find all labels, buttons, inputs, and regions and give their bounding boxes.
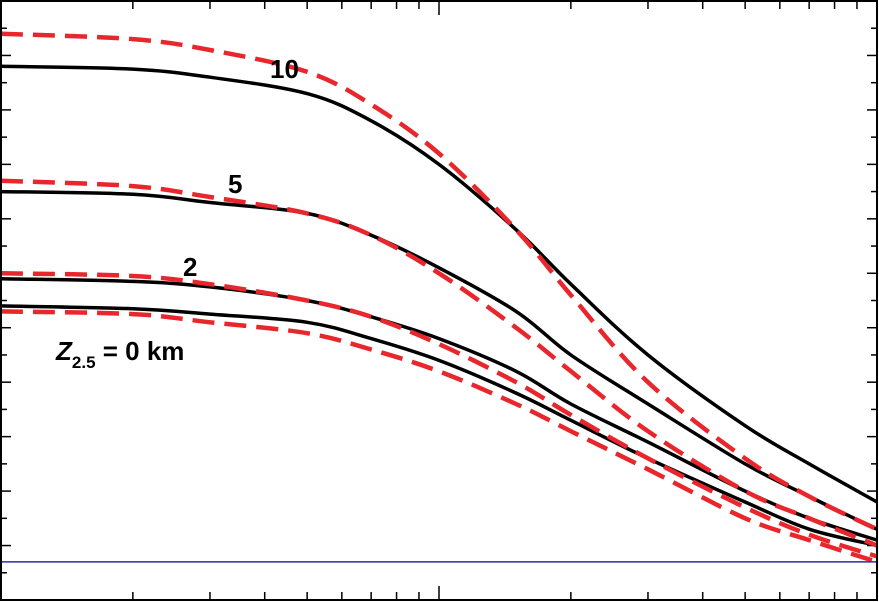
curve-label-10: 10 [270,54,299,84]
series-line-5-dashed [0,178,878,548]
series-line-10-dashed [0,31,878,532]
curve-label-0-main: Z [55,336,73,366]
series-line-0-solid [0,304,878,548]
curve-labels: 10 5 2 Z2.5 = 0 km [55,54,299,372]
series-line-2-solid [0,276,878,542]
series-line-5-solid [0,189,878,531]
plot-curves [0,31,878,565]
series-line-2-dashed [0,271,878,559]
curve-label-0-rest: = 0 km [96,336,185,366]
curve-label-2: 2 [183,252,197,282]
curve-label-0-subscript: 2.5 [72,353,96,372]
curve-label-5: 5 [228,169,242,199]
series-line-0-dashed [0,309,878,565]
series-line-10-solid [0,64,878,504]
curve-label-0: Z2.5 = 0 km [55,336,184,372]
